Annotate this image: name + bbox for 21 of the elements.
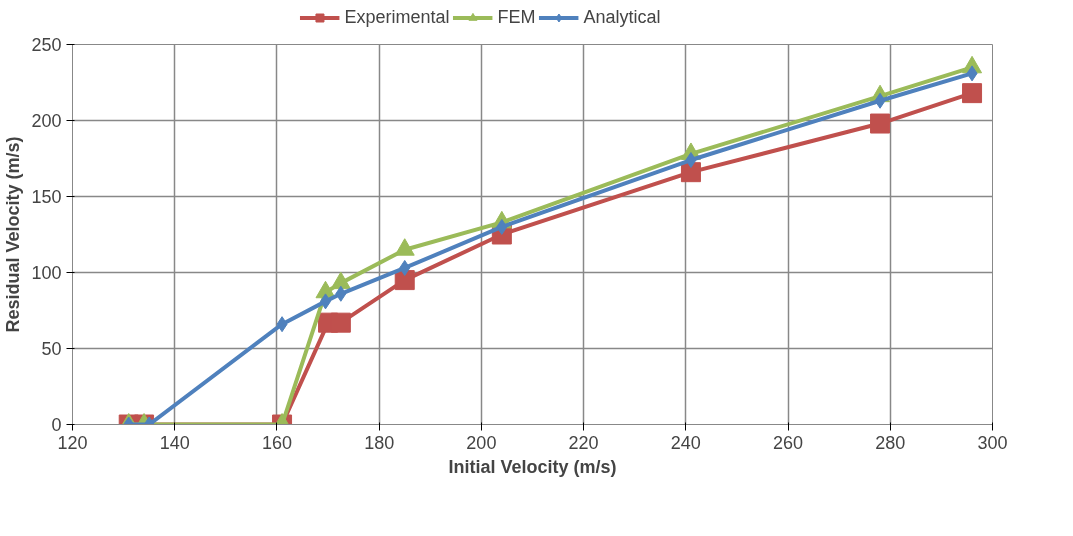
x-axis-title: Initial Velocity (m/s) bbox=[448, 456, 617, 477]
x-tick-label: 280 bbox=[875, 432, 906, 453]
y-tick-label: 250 bbox=[31, 35, 62, 55]
y-axis-title: Residual Velocity (m/s) bbox=[3, 136, 24, 333]
x-tick-label: 260 bbox=[773, 432, 804, 453]
x-tick-label: 300 bbox=[977, 432, 1008, 453]
x-tick-label: 180 bbox=[364, 432, 395, 453]
x-tick-label: 200 bbox=[466, 432, 497, 453]
y-tick-label: 100 bbox=[31, 263, 62, 283]
y-tick-label: 0 bbox=[51, 415, 62, 435]
y-tick-label: 150 bbox=[31, 187, 62, 207]
legend-label: Experimental bbox=[344, 6, 450, 28]
y-tick-label: 200 bbox=[31, 111, 62, 131]
x-tick-label: 240 bbox=[670, 432, 701, 453]
x-tick-label: 120 bbox=[57, 432, 88, 453]
x-tick-label: 220 bbox=[568, 432, 599, 453]
legend-label: FEM bbox=[497, 6, 536, 28]
x-tick-label: 160 bbox=[261, 432, 292, 453]
y-tick-label: 50 bbox=[41, 339, 62, 359]
x-tick-label: 140 bbox=[159, 432, 190, 453]
legend-label: Analytical bbox=[583, 6, 661, 28]
